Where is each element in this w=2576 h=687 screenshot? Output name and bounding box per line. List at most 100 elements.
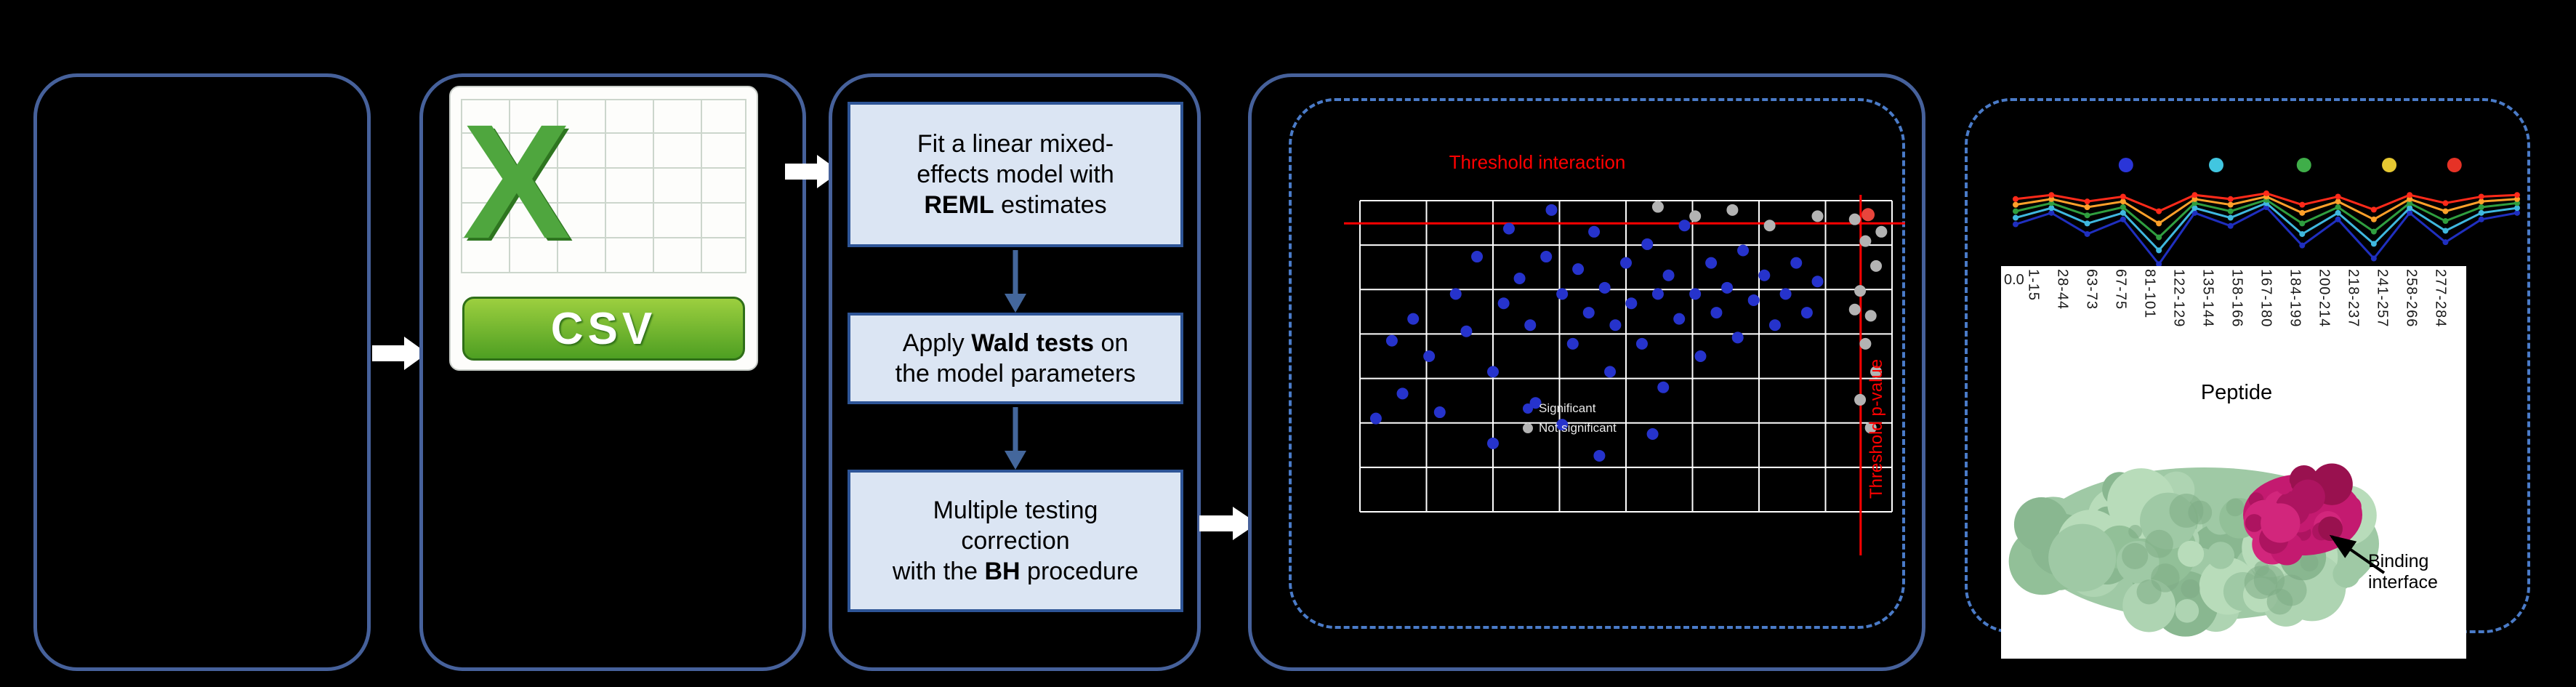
scatter-point-blue — [1497, 297, 1510, 310]
binding-interface-arrow — [2329, 534, 2386, 574]
uptake-series-marker — [2048, 200, 2055, 206]
scatter-point-blue — [1566, 337, 1579, 350]
scatter-point-gray — [1864, 422, 1877, 434]
protein-surface-shade — [2188, 500, 2213, 525]
peptide-tick: 258-266 — [2396, 269, 2426, 327]
arrow-shape — [1199, 507, 1257, 540]
protein-surface-shade — [2266, 588, 2293, 615]
scatter-point-blue — [1407, 313, 1420, 325]
scatter-point-blue — [1385, 334, 1398, 347]
legend-label: Not significant — [1539, 421, 1617, 435]
binding-region-lump — [2341, 496, 2362, 517]
uptake-series-marker — [2514, 209, 2520, 216]
legend-dot-icon — [1523, 403, 1533, 414]
uptake-series-marker — [2442, 239, 2449, 246]
scatter-point-blue — [1540, 251, 1553, 263]
scatter-point-gray — [1811, 210, 1824, 222]
peptide-tick-label: 184-199 — [2287, 269, 2303, 328]
csv-page: X CSV — [449, 86, 758, 371]
arrow-shape — [785, 155, 840, 188]
uptake-series-marker — [2227, 214, 2234, 221]
scatter-point-blue — [1721, 281, 1734, 294]
scatter-point-blue — [1593, 449, 1606, 462]
protein-surface-lump — [2175, 599, 2199, 623]
uptake-series-marker — [2370, 216, 2377, 222]
protein-surface-shade — [2145, 529, 2173, 558]
protein-surface-lump — [2122, 579, 2175, 632]
scatter-point-blue — [1620, 257, 1632, 269]
scatter-point-blue — [1423, 350, 1436, 362]
uptake-series-marker — [2407, 209, 2413, 216]
uptake-series-marker — [2407, 192, 2413, 198]
scatter-point-blue — [1646, 428, 1659, 440]
scatter-point-blue — [1396, 387, 1409, 400]
timepoint-dot-icon — [2447, 158, 2462, 172]
scatter-point-gray — [1875, 225, 1888, 238]
peptide-tick: 158-166 — [2222, 269, 2251, 327]
csv-file-icon: X CSV — [449, 86, 758, 371]
scatter-point-gray — [1763, 220, 1776, 232]
scatter-point-blue — [1487, 366, 1499, 378]
uptake-series-marker — [2335, 216, 2341, 222]
flow-arrow-icon — [785, 155, 840, 188]
threshold-interaction-label: Threshold interaction — [1449, 151, 1626, 173]
scatter-point-blue — [1731, 332, 1744, 344]
step-text-post: procedure — [1020, 558, 1139, 586]
protein-surface-shade — [2300, 553, 2319, 572]
step-text-bold: BH — [984, 558, 1021, 586]
uptake-series-marker — [2048, 192, 2055, 198]
scatter-point-blue — [1460, 325, 1473, 337]
uptake-series-marker — [2335, 209, 2341, 216]
timepoint-dot-icon — [2209, 158, 2223, 172]
protein-surface-lump — [2178, 540, 2205, 567]
uptake-series-marker — [2048, 205, 2055, 212]
uptake-chart — [2013, 156, 2520, 273]
arrow-line — [2329, 534, 2386, 574]
uptake-series-marker — [2156, 234, 2162, 241]
uptake-series-marker — [2156, 220, 2162, 227]
legend-dot-icon — [1523, 423, 1533, 433]
scatter-point-blue — [1625, 297, 1638, 310]
step-bh-text: Multiple testing correction with the BH … — [850, 491, 1180, 591]
step-text-pre: Fit a linear mixed- effects model with — [917, 129, 1114, 188]
scatter-point-blue — [1678, 220, 1691, 232]
uptake-series-marker — [2442, 218, 2449, 225]
uptake-series-marker — [2084, 230, 2090, 237]
step-text-bold: REML — [924, 191, 994, 220]
uptake-series-marker — [2514, 200, 2520, 206]
binding-region-lump — [2290, 479, 2325, 514]
flow-arrow-icon — [372, 337, 427, 370]
uptake-series-marker — [2084, 204, 2090, 210]
uptake-series-marker — [2227, 222, 2234, 229]
peptide-tick-label: 277-284 — [2432, 269, 2449, 328]
binding-region-lump — [2318, 516, 2343, 542]
volcano-dashed-frame — [1289, 98, 1905, 629]
binding-region-lump — [2276, 479, 2292, 495]
step-wald-text: Apply Wald tests on the model parameters — [850, 324, 1180, 393]
scatter-point-blue — [1588, 225, 1601, 238]
uptake-series-marker — [2442, 228, 2449, 234]
uptake-series-marker — [2084, 198, 2090, 205]
scatter-legend-item: Significant — [1523, 401, 1617, 416]
down-arrow-icon — [1005, 407, 1026, 470]
protein-surface-shade — [2128, 524, 2142, 539]
uptake-series-marker — [2120, 198, 2126, 205]
scatter-point-highlight — [1861, 208, 1875, 222]
protein-surface-shade — [2122, 542, 2149, 569]
scatter-point-blue — [1513, 273, 1526, 284]
csv-banner: CSV — [462, 297, 745, 361]
peptide-tick-label: 28-44 — [2054, 269, 2071, 310]
protein-surface-shade — [2181, 579, 2200, 599]
scatter-point-blue — [1651, 288, 1664, 300]
scatter-chart — [1344, 195, 1905, 555]
scatter-point-blue — [1641, 238, 1654, 250]
arrow-shape — [372, 337, 427, 370]
uptake-series-line — [2015, 206, 2518, 266]
uptake-series-marker — [2299, 209, 2306, 216]
uptake-series-marker — [2299, 220, 2306, 227]
flow-arrow-icon — [1199, 507, 1257, 540]
step-reml: Fit a linear mixed- effects model with R… — [848, 102, 1183, 247]
scatter-point-blue — [1609, 319, 1622, 332]
peptide-tick: 241-257 — [2367, 269, 2396, 327]
peptide-panel: 0.0 1-15 28-44 63-73 67-75 81-101 122-129 135-… — [2001, 266, 2466, 659]
